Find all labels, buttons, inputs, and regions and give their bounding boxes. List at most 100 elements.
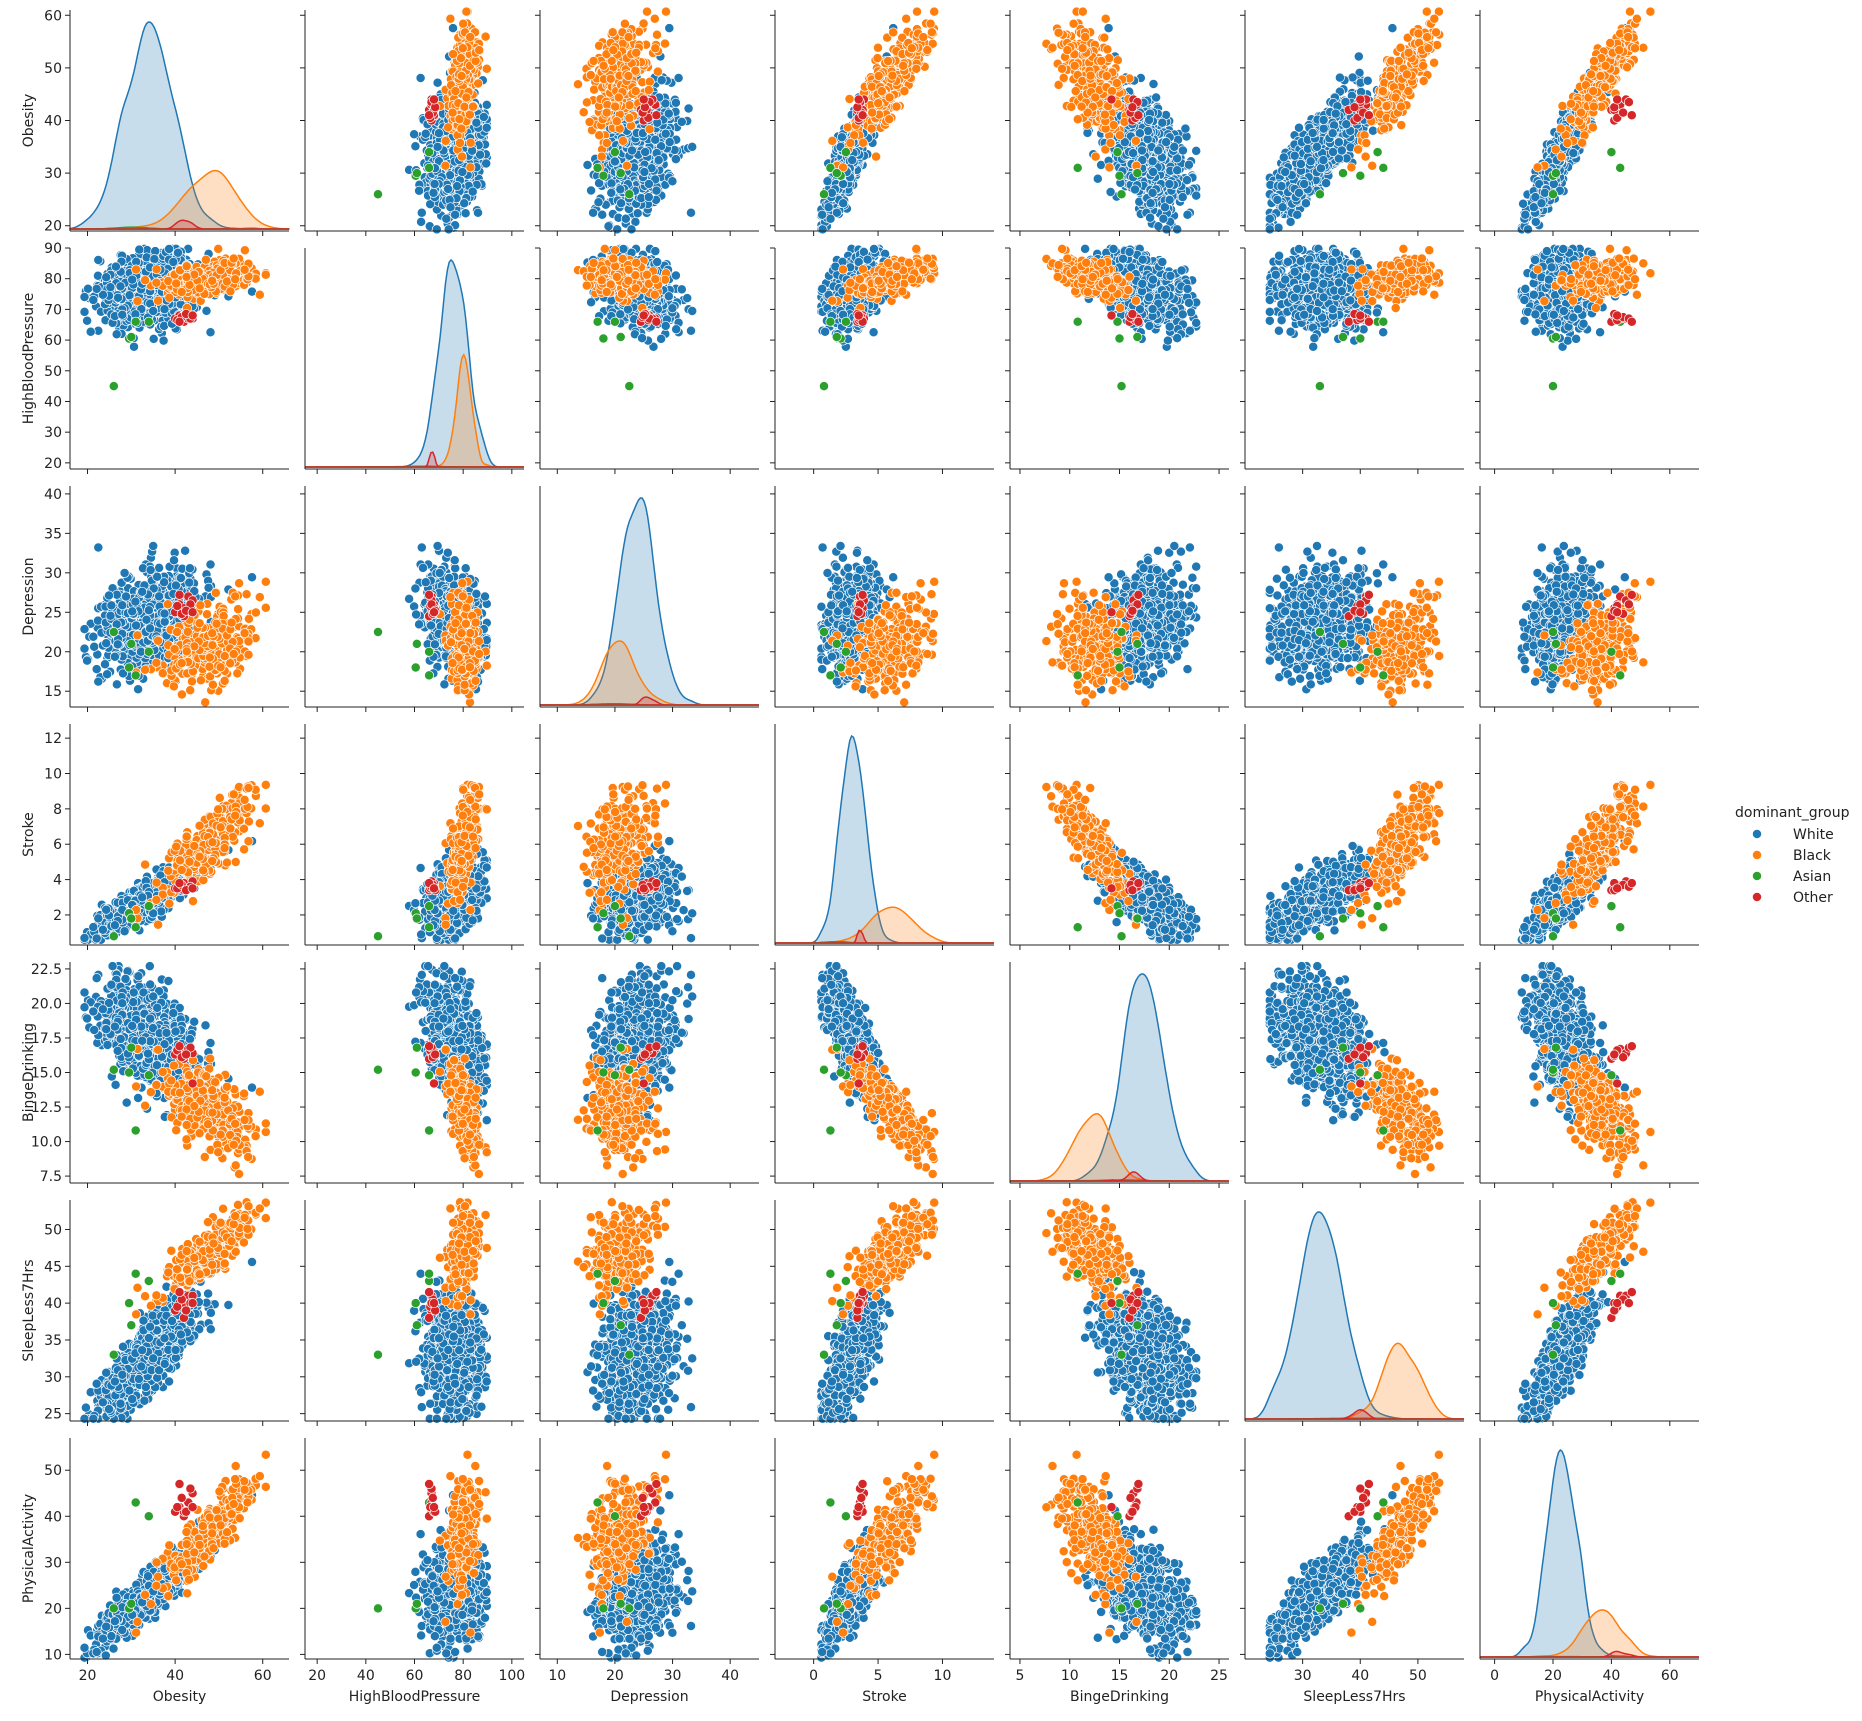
data-point <box>670 97 681 108</box>
data-point <box>651 185 662 196</box>
data-point <box>1191 190 1202 201</box>
panel-Obesity-vs-BingeDrinking <box>1005 6 1229 236</box>
data-point <box>883 56 894 66</box>
data-point <box>1070 86 1081 97</box>
data-point <box>1169 141 1180 152</box>
data-point <box>414 185 425 196</box>
data-point <box>632 208 643 219</box>
data-point <box>465 162 476 173</box>
data-point <box>651 110 662 121</box>
data-point <box>582 160 593 170</box>
data-point <box>1147 156 1158 167</box>
data-point <box>639 167 650 177</box>
data-point <box>460 208 471 219</box>
data-point <box>1147 187 1158 198</box>
data-point <box>817 224 828 235</box>
data-point <box>819 189 829 200</box>
data-point <box>638 18 649 29</box>
data-point <box>1128 148 1139 159</box>
data-point <box>474 45 485 56</box>
data-point <box>581 97 592 108</box>
data-point <box>585 70 596 81</box>
data-point <box>456 71 467 81</box>
data-point <box>884 114 895 125</box>
data-point <box>912 6 922 17</box>
data-point <box>615 184 626 195</box>
scatter-black <box>827 6 940 173</box>
data-point <box>448 23 458 34</box>
data-point <box>457 167 468 177</box>
data-point <box>594 40 605 51</box>
data-point <box>866 123 877 134</box>
data-point <box>1160 202 1170 213</box>
data-point <box>440 135 451 146</box>
data-point <box>433 128 444 139</box>
data-point <box>432 141 443 152</box>
data-point <box>817 209 828 220</box>
data-point <box>1161 137 1172 148</box>
data-point <box>1092 173 1103 184</box>
data-point <box>661 6 671 17</box>
data-point <box>644 76 655 87</box>
data-point <box>1130 184 1140 195</box>
data-point <box>411 168 422 179</box>
data-point <box>1072 162 1083 173</box>
data-point <box>1151 92 1162 103</box>
data-point <box>618 135 628 146</box>
data-point <box>450 209 461 220</box>
data-point <box>1183 159 1194 170</box>
data-point <box>1077 76 1088 86</box>
data-point <box>598 60 609 71</box>
y-tick-label: 40 <box>44 114 62 130</box>
data-point <box>594 130 605 141</box>
data-point <box>415 73 426 83</box>
data-point <box>1143 125 1153 136</box>
data-point <box>445 13 456 24</box>
data-point <box>1164 179 1175 189</box>
data-point <box>611 116 622 127</box>
data-point <box>457 151 467 162</box>
data-point <box>621 160 632 171</box>
data-point <box>822 176 833 187</box>
data-point <box>899 86 910 97</box>
data-point <box>597 209 608 220</box>
data-point <box>871 151 882 162</box>
data-point <box>1101 71 1112 81</box>
data-point <box>461 92 472 103</box>
data-point <box>842 122 853 133</box>
data-point <box>601 107 612 118</box>
data-point <box>624 189 635 200</box>
data-point <box>873 42 883 53</box>
data-point <box>615 168 626 179</box>
data-point <box>640 147 651 157</box>
data-point <box>687 141 698 152</box>
data-point <box>459 198 470 209</box>
data-point <box>649 13 660 24</box>
data-point <box>831 168 842 179</box>
data-point <box>1148 167 1159 177</box>
data-point <box>1153 145 1164 156</box>
data-point <box>1107 86 1117 97</box>
data-point <box>664 137 675 148</box>
data-point <box>608 45 619 56</box>
data-point <box>467 186 478 197</box>
data-point <box>844 94 855 104</box>
data-point <box>840 147 851 158</box>
data-point <box>667 176 678 187</box>
data-point <box>481 158 492 169</box>
data-point <box>481 122 492 133</box>
data-point <box>1130 135 1141 146</box>
data-point <box>926 27 937 38</box>
data-point <box>1180 123 1191 134</box>
data-point <box>1182 209 1193 220</box>
data-point <box>1090 92 1101 103</box>
data-point <box>473 207 483 218</box>
data-point <box>605 73 616 84</box>
data-point <box>619 18 630 29</box>
data-point <box>447 107 458 118</box>
data-point <box>838 179 849 189</box>
data-point <box>588 207 599 218</box>
data-point <box>650 43 661 54</box>
